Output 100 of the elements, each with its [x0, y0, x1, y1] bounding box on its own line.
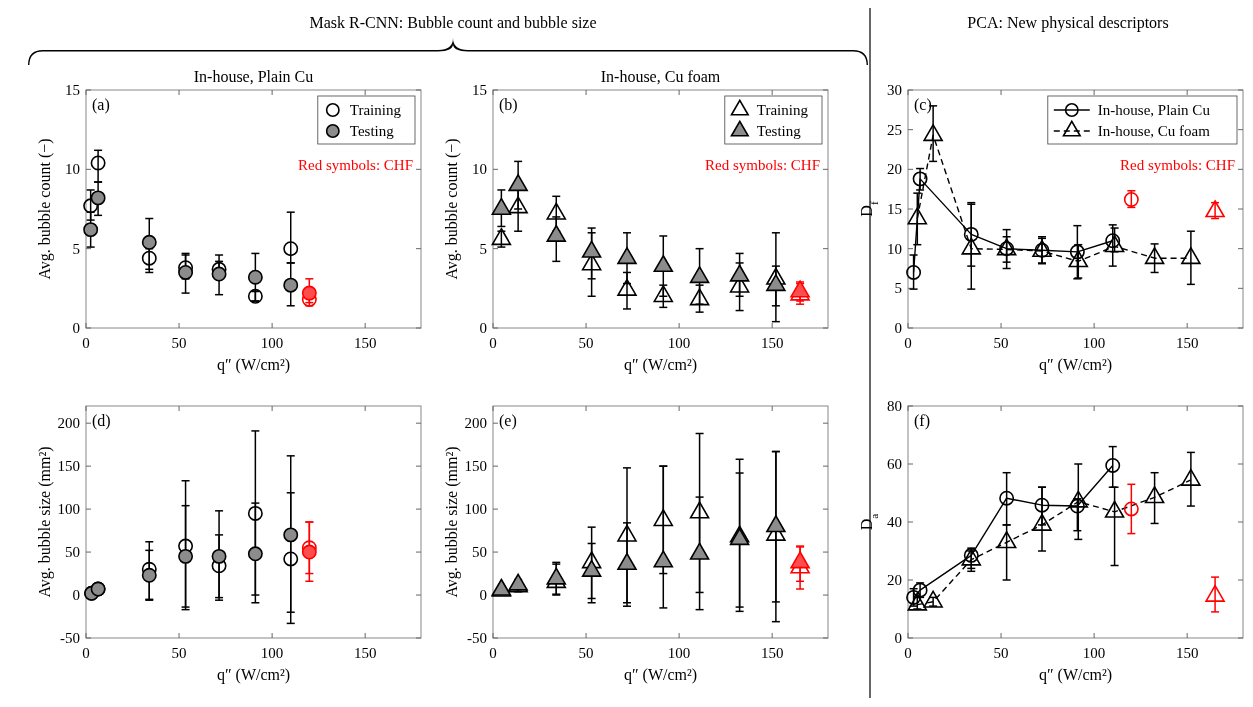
point — [211, 548, 227, 564]
point — [247, 505, 263, 521]
point — [729, 264, 750, 282]
y-tick-label: 5 — [72, 240, 80, 257]
x-axis-title: q″ (W/cm²) — [216, 356, 291, 374]
point — [83, 222, 99, 238]
y-tick-label: 0 — [479, 320, 487, 336]
point — [546, 202, 567, 220]
point — [178, 265, 194, 280]
x-tick-label: 50 — [578, 335, 594, 351]
point — [790, 551, 810, 569]
point — [689, 501, 710, 519]
point — [1181, 247, 1201, 265]
x-tick-label: 150 — [1175, 335, 1199, 351]
y-tick-label: 25 — [887, 121, 902, 138]
x-tick-label: 100 — [667, 645, 691, 661]
x-tick-label: 50 — [578, 645, 594, 661]
x-tick-label: 50 — [171, 645, 187, 661]
x-tick-label: 100 — [667, 335, 691, 351]
legend-label: Testing — [756, 123, 802, 139]
legend-label: Training — [756, 102, 809, 118]
annotation: (b) — [499, 96, 518, 114]
y-tick-label: 0 — [894, 320, 902, 336]
legend-label: Testing — [349, 123, 395, 139]
point — [90, 190, 106, 206]
point — [766, 515, 786, 533]
y-tick-label: 20 — [887, 161, 902, 178]
point — [963, 226, 979, 242]
point — [546, 567, 567, 585]
point — [1068, 490, 1089, 508]
x-axis-title: q″ (W/cm²) — [623, 356, 698, 374]
y-tick-label: -50 — [467, 630, 487, 646]
x-tick-label: 100 — [260, 645, 284, 661]
point — [491, 197, 512, 215]
annotation: Red symbols: CHF — [1119, 157, 1235, 173]
x-tick-label: 0 — [904, 335, 912, 351]
y-tick-label: 0 — [72, 320, 80, 336]
point — [617, 247, 637, 265]
y-axis-title: Avg. bubble count (−) — [443, 138, 461, 280]
y-tick-label: 10 — [65, 161, 80, 178]
x-axis-title: q″ (W/cm²) — [216, 666, 291, 684]
y-tick-label: 100 — [57, 501, 80, 518]
point — [1205, 584, 1225, 602]
y-tick-label: 0 — [479, 587, 487, 604]
point — [617, 552, 637, 571]
point — [546, 224, 567, 242]
y-tick-label: 15 — [65, 82, 80, 98]
y-tick-label: 200 — [57, 415, 80, 432]
annotation: Red symbols: CHF — [704, 157, 820, 173]
point — [247, 546, 263, 562]
point — [1104, 235, 1125, 253]
x-tick-label: 50 — [171, 335, 187, 351]
point — [1181, 468, 1201, 486]
chart-title: In-house, Plain Cu — [193, 68, 314, 85]
x-tick-label: 0 — [489, 335, 497, 351]
y-tick-label: 100 — [464, 501, 487, 518]
x-tick-label: 50 — [993, 645, 1009, 661]
annotation: (a) — [92, 96, 110, 114]
x-tick-label: 150 — [760, 645, 784, 661]
point — [689, 266, 710, 284]
legend-label: Training — [349, 102, 402, 118]
point — [653, 509, 674, 527]
point — [907, 207, 928, 225]
annotation: (d) — [92, 412, 111, 430]
point — [141, 234, 157, 250]
point — [581, 559, 602, 577]
legend-label: In-house, Cu foam — [1097, 123, 1211, 139]
x-tick-label: 0 — [489, 645, 497, 661]
x-tick-label: 50 — [993, 335, 1009, 351]
x-tick-label: 100 — [1082, 645, 1106, 661]
point — [689, 288, 710, 306]
point — [508, 174, 528, 192]
point — [996, 531, 1017, 549]
y-tick-label: 0 — [72, 587, 80, 604]
y-tick-label: 40 — [887, 514, 902, 530]
point — [581, 551, 602, 569]
point — [283, 551, 299, 567]
point — [617, 524, 637, 542]
point — [247, 269, 263, 285]
y-tick-label: 20 — [887, 572, 902, 588]
point — [999, 490, 1015, 506]
point — [83, 198, 99, 214]
x-tick-label: 100 — [260, 335, 284, 351]
y-tick-label: 30 — [887, 82, 902, 98]
y-tick-label: 15 — [472, 82, 487, 98]
point — [581, 240, 602, 258]
point — [211, 266, 227, 282]
y-tick-label: 15 — [887, 201, 902, 217]
y-axis-title: Avg. bubble size (mm²) — [443, 446, 461, 598]
point — [923, 124, 943, 142]
point — [141, 567, 157, 583]
y-tick-label: 0 — [894, 630, 902, 646]
annotation: (f) — [914, 412, 930, 430]
point — [961, 237, 982, 255]
point — [491, 227, 512, 246]
y-tick-label: 50 — [65, 544, 80, 561]
y-tick-label: 150 — [57, 458, 80, 475]
point — [617, 278, 637, 296]
point — [283, 527, 299, 543]
y-tick-label: 200 — [464, 415, 487, 432]
